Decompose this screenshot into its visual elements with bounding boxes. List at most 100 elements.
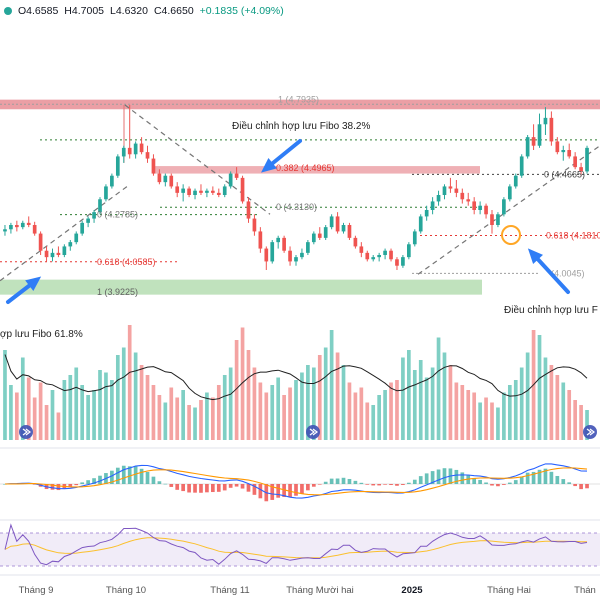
volume-bar	[205, 392, 209, 440]
volume-bar	[567, 390, 572, 440]
volume-bar	[199, 400, 203, 440]
macd-histogram-bar	[359, 482, 364, 484]
candle-body	[74, 233, 79, 243]
macd-histogram-bar	[139, 468, 144, 484]
candle-body	[484, 205, 488, 215]
arrowhead-icon	[527, 248, 543, 264]
macd-histogram-bar	[454, 469, 459, 484]
trendline-right	[417, 145, 600, 275]
candle-body	[110, 175, 114, 187]
volume-bar	[442, 352, 447, 440]
volume-bar	[252, 367, 257, 440]
macd-histogram-bar	[353, 480, 358, 484]
volume-bar	[163, 402, 168, 440]
volume-bar	[371, 405, 376, 440]
macd-histogram-bar	[573, 484, 577, 487]
x-axis-tick-label: Tháng Mười hai	[286, 585, 354, 596]
macd-histogram-bar	[555, 475, 560, 484]
volume-bar	[288, 387, 292, 440]
volume-bar	[270, 385, 275, 440]
candle-body	[436, 195, 441, 202]
volume-bar	[9, 385, 13, 440]
candle-body	[311, 233, 316, 243]
candle-body	[9, 225, 13, 230]
macd-histogram-bar	[288, 484, 292, 498]
volume-bar	[430, 367, 435, 440]
volume-bar	[561, 382, 566, 440]
fib-label: 1 (4.7935)	[278, 94, 319, 104]
volume-bar	[104, 372, 108, 440]
volume-bar	[347, 382, 352, 440]
candle-body	[300, 252, 304, 258]
macd-histogram-bar	[513, 480, 518, 484]
candle-body	[424, 210, 429, 217]
macd-histogram-bar	[484, 482, 488, 484]
x-axis-tick-label: Tháng 10	[106, 585, 146, 596]
candle-body	[513, 175, 518, 187]
macd-histogram-bar	[472, 478, 477, 484]
macd-histogram-bar	[163, 483, 168, 485]
annotation-label: Điều chỉnh hợp lưu Fibo 38.2%	[232, 120, 370, 132]
candle-body	[460, 192, 465, 200]
candle-body	[430, 201, 435, 210]
x-axis-tick-label: Thán	[574, 585, 596, 596]
volume-bar	[20, 357, 25, 440]
macd-histogram-bar	[175, 484, 180, 490]
fib-label: 0 (4.3130)	[276, 202, 317, 212]
volume-bar	[133, 352, 138, 440]
arrowhead-icon	[261, 158, 277, 173]
candle-body	[478, 205, 482, 210]
volume-bar	[335, 352, 340, 440]
volume-bar	[549, 365, 554, 440]
macd-histogram-bar	[240, 484, 245, 489]
volume-bar	[121, 347, 126, 440]
candle-body	[26, 222, 31, 225]
macd-histogram-bar	[115, 467, 120, 484]
volume-bar	[264, 392, 269, 440]
candle-body	[258, 231, 263, 249]
macd-histogram-bar	[80, 482, 85, 484]
macd-histogram-bar	[496, 484, 500, 487]
volume-bar	[311, 367, 316, 440]
chart-labels: 1 (4.7935) 0.382 (4.4965) 0 (4.3130) 0 (4.2…	[0, 94, 600, 596]
volume-bar	[145, 375, 150, 440]
volume-bar	[80, 385, 85, 440]
volume-bar	[115, 355, 120, 440]
candle-body	[389, 250, 393, 260]
volume-bar	[228, 367, 233, 440]
candle-body	[115, 156, 120, 176]
candle-body	[531, 137, 536, 146]
macd-histogram-bar	[365, 484, 370, 485]
replay-arrow-icon	[309, 428, 318, 436]
ohlc-readout: O4.6585 H4.7005 L4.6320 C4.6650 +0.1835 …	[4, 5, 284, 17]
volume-bar	[181, 390, 185, 440]
volume-bar	[258, 382, 263, 440]
candle-body	[448, 186, 453, 189]
macd-histogram-bar	[549, 471, 554, 484]
macd-histogram-bar	[418, 476, 423, 484]
macd-histogram-bar	[323, 481, 328, 484]
volume-bar	[478, 402, 482, 440]
volume-bar	[44, 405, 49, 440]
macd-histogram-bar	[507, 482, 512, 484]
macd-histogram-bar	[430, 471, 435, 484]
candle-body	[92, 212, 96, 219]
candle-body	[157, 173, 162, 183]
macd-histogram-bar	[282, 484, 286, 498]
volume-bar	[151, 385, 156, 440]
annotation-arrow-icon	[532, 253, 570, 294]
fib-label: 1 (3.9225)	[97, 287, 138, 297]
macd-histogram-bar	[317, 484, 322, 485]
candle-body	[395, 259, 399, 266]
x-axis-tick-label: Tháng Hai	[487, 585, 531, 596]
macd-histogram-bar	[407, 482, 411, 484]
volume-bar	[389, 382, 393, 440]
candle-body	[454, 188, 459, 193]
high-value: H4.7005	[64, 5, 104, 17]
candle-body	[377, 255, 381, 258]
volume-bar	[573, 400, 577, 440]
macd-panel	[0, 463, 600, 502]
signal-line	[4, 467, 588, 496]
macd-histogram-bar	[424, 473, 429, 484]
